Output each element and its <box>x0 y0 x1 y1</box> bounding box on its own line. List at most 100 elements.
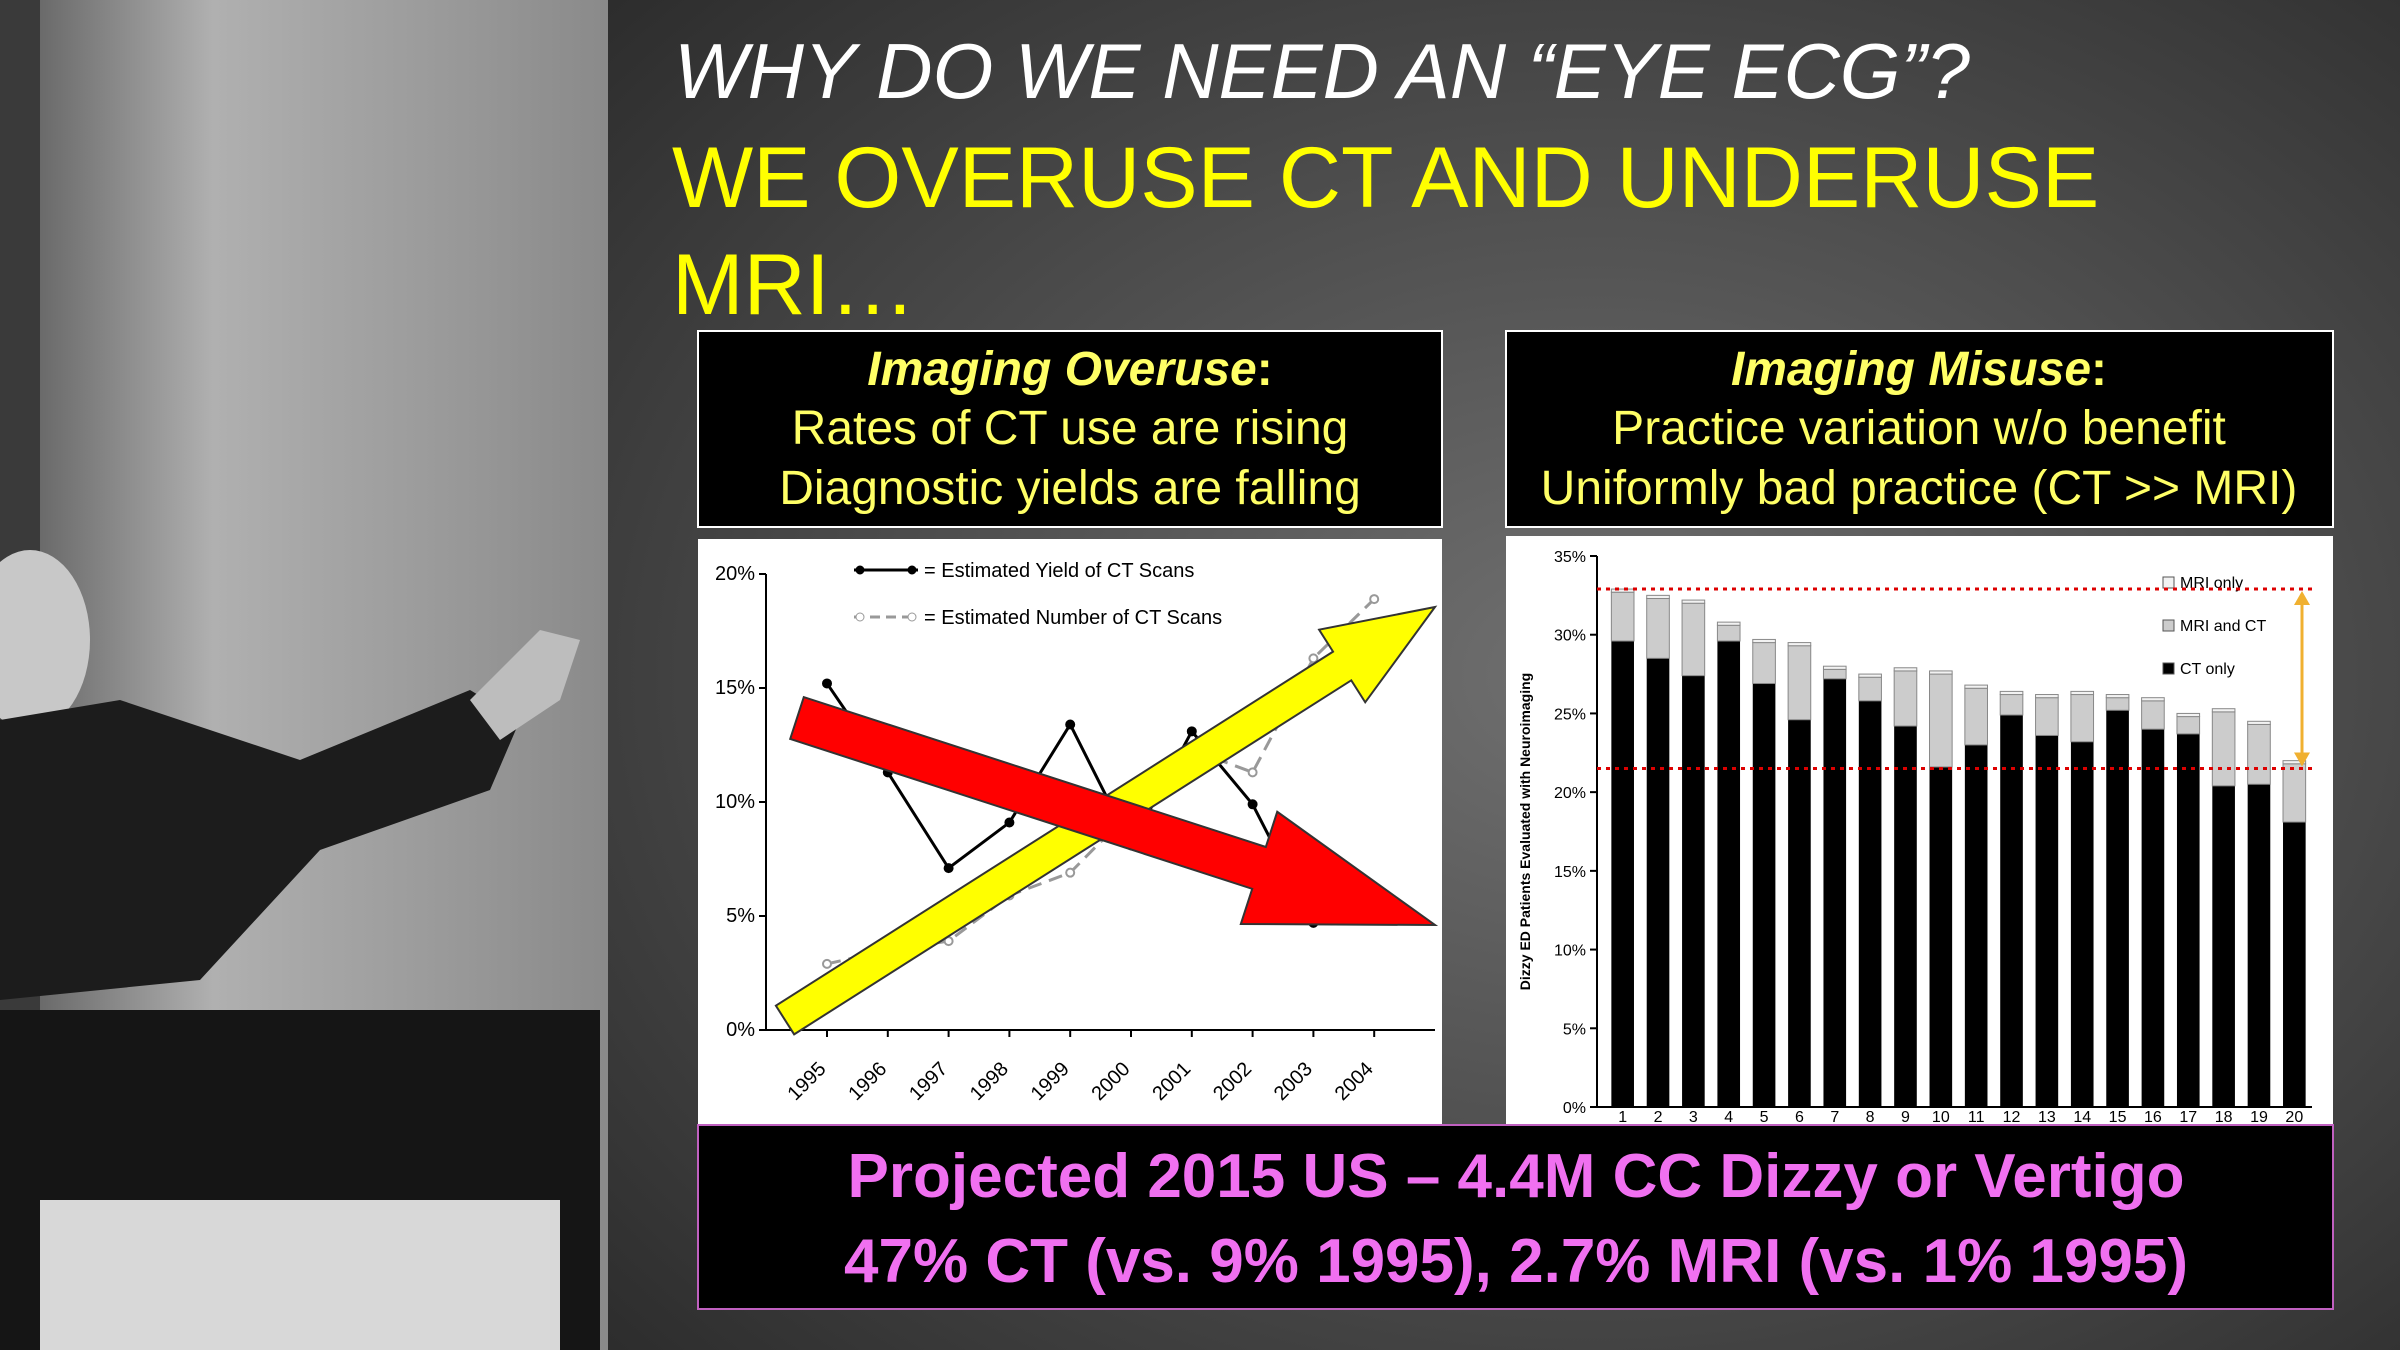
point <box>1247 799 1258 810</box>
bar-segment <box>1822 668 1847 680</box>
x-tick-label: 2 <box>1654 1109 1663 1126</box>
bar-segment <box>2035 697 2059 736</box>
y-tick-label: 35% <box>1554 549 1586 566</box>
bar-segment <box>2211 711 2236 787</box>
box-heading-suffix: : <box>2091 343 2107 396</box>
bar-segment <box>1752 642 1776 685</box>
box-heading: Imaging Overuse: <box>867 343 1272 396</box>
bar-segment <box>1646 598 1670 659</box>
point <box>822 678 832 689</box>
x-tick-label: 14 <box>2073 1109 2091 1126</box>
bar-segment <box>1929 673 1953 768</box>
bar-segment <box>2106 710 2129 1107</box>
bar-segment <box>1858 700 1882 1107</box>
legend-marker <box>855 565 865 575</box>
bar-segment <box>2070 690 2095 696</box>
box-heading-emphasis: Imaging Overuse <box>867 343 1256 396</box>
slide-subtitle: WE OVERUSE CT AND UNDERUSE <box>672 130 2099 226</box>
trend-arrow <box>788 695 1439 927</box>
box-heading-suffix: : <box>1257 343 1273 396</box>
bar-segment <box>2070 741 2094 1107</box>
legend-marker <box>855 612 865 622</box>
box-heading-emphasis: Imaging Misuse <box>1731 343 2091 396</box>
legend-label: MRI and CT <box>2180 618 2266 635</box>
bar-segment <box>2247 723 2271 785</box>
bar-segment <box>2247 784 2271 1107</box>
y-tick-label: 20% <box>715 563 755 585</box>
point <box>822 958 832 969</box>
x-tick-label: 6 <box>1795 1109 1804 1126</box>
bar-segment <box>2176 733 2200 1107</box>
point <box>1065 867 1076 878</box>
legend-label: = Estimated Number of CT Scans <box>924 607 1222 629</box>
bar-segment <box>1822 665 1847 670</box>
bar-segment <box>2070 694 2095 743</box>
bar-segment <box>1894 726 1917 1107</box>
y-tick-label: 25% <box>1554 706 1586 723</box>
point <box>1186 726 1197 737</box>
bar-segment <box>2212 785 2235 1107</box>
bar-segment <box>1964 744 1988 1107</box>
x-tick-label: 9 <box>1901 1109 1910 1126</box>
bar-segment <box>1999 694 2024 716</box>
bar-segment <box>1787 642 1812 647</box>
point <box>943 863 954 874</box>
y-tick-label: 15% <box>715 677 755 699</box>
box-line: Diagnostic yields are falling <box>779 462 1361 515</box>
bar-segment <box>1788 719 1811 1107</box>
bar-segment <box>2283 822 2306 1107</box>
y-tick-label: 10% <box>1554 943 1586 960</box>
legend-marker <box>907 565 917 575</box>
slide-subtitle: MRI… <box>672 237 916 333</box>
footer-line: Projected 2015 US – 4.4M CC Dizzy or Ver… <box>848 1142 2185 1211</box>
box-line: Rates of CT use are rising <box>792 402 1349 455</box>
y-tick-label: 5% <box>1563 1021 1586 1038</box>
charts: 0%5%10%15%20%1995 1996 1997 1998 1999 2000 200… <box>715 549 2312 1126</box>
y-tick-label: 20% <box>1554 785 1586 802</box>
bar-segment <box>2211 708 2236 713</box>
bar-segment <box>1858 676 1882 702</box>
x-tick-label: 5 <box>1760 1109 1769 1126</box>
bar-segment <box>2000 715 2023 1107</box>
legend-marker <box>907 612 917 622</box>
slide-title: WHY DO WE NEED AN “EYE ECG”? <box>674 27 1970 115</box>
bar-segment <box>2141 697 2165 702</box>
point <box>1004 817 1015 828</box>
bar-segment <box>1682 675 1705 1107</box>
bar-segment <box>1646 594 1670 600</box>
y-tick-label: 0% <box>726 1019 755 1041</box>
bar-segment <box>1893 667 1918 672</box>
x-tick-label: 20 <box>2285 1109 2303 1126</box>
y-tick-label: 15% <box>1554 864 1586 881</box>
bar-segment <box>1964 684 1988 689</box>
bar-segment <box>2141 729 2165 1107</box>
bar-segment <box>2176 716 2201 735</box>
x-tick-label: 13 <box>2038 1109 2056 1126</box>
legend-swatch <box>2162 576 2175 589</box>
bar-segment <box>1610 588 1635 593</box>
bar-segment <box>2141 700 2165 730</box>
bar-segment <box>1858 673 1882 678</box>
bar-segment <box>1681 599 1706 604</box>
x-tick-label: 16 <box>2144 1109 2162 1126</box>
x-tick-label: 12 <box>2003 1109 2021 1126</box>
point <box>1247 767 1258 778</box>
x-tick-label: 3 <box>1689 1109 1698 1126</box>
bar-segment <box>2282 760 2307 765</box>
bar-segment <box>2176 712 2201 718</box>
box-heading: Imaging Misuse: <box>1731 343 2107 396</box>
bar-segment <box>1929 670 1953 675</box>
x-tick-label: 15 <box>2109 1109 2127 1126</box>
bar-segment <box>1716 624 1741 642</box>
footer-line: 47% CT (vs. 9% 1995), 2.7% MRI (vs. 1% 1… <box>844 1227 2188 1296</box>
y-axis-label: Dizzy ED Patients Evaluated with Neuroim… <box>1517 673 1533 990</box>
footer-box <box>697 1124 2334 1310</box>
range-arrow-head <box>2294 591 2310 606</box>
bar-segment <box>1752 638 1776 644</box>
bar-segment <box>1964 687 1988 746</box>
bar-segment <box>1752 683 1776 1107</box>
bar-segment <box>1893 670 1918 727</box>
y-tick-label: 0% <box>1563 1100 1586 1117</box>
bar-segment <box>2105 694 2130 699</box>
x-tick-label: 7 <box>1830 1109 1839 1126</box>
